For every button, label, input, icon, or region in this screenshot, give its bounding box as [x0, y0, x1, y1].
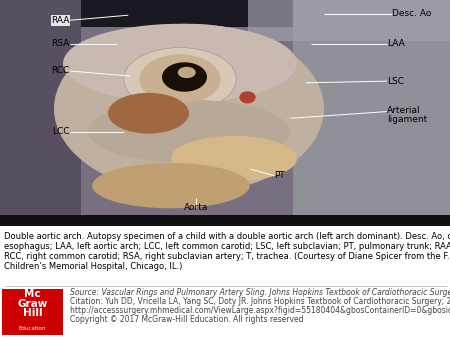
Ellipse shape: [140, 54, 220, 104]
Ellipse shape: [54, 24, 324, 194]
Text: LCC: LCC: [52, 127, 70, 136]
Text: Education: Education: [19, 326, 46, 331]
Text: Copyright © 2017 McGraw-Hill Education. All rights reserved: Copyright © 2017 McGraw-Hill Education. …: [70, 315, 303, 324]
Text: PT: PT: [274, 171, 285, 180]
Text: esophagus; LAA, left aortic arch; LCC, left common carotid; LSC, left subclavian: esophagus; LAA, left aortic arch; LCC, l…: [4, 242, 450, 251]
Bar: [2, 289, 63, 335]
Text: Citation: Yuh DD, Vricella LA, Yang SC, Doty JR. Johns Hopkins Textbook of Cardi: Citation: Yuh DD, Vricella LA, Yang SC, …: [70, 297, 450, 306]
Text: RSA: RSA: [51, 40, 70, 48]
Ellipse shape: [178, 67, 196, 78]
Text: Children’s Memorial Hospital, Chicago, IL.): Children’s Memorial Hospital, Chicago, I…: [4, 262, 183, 271]
Bar: [0, 0, 81, 226]
Bar: [0, 0, 450, 226]
Text: Mc
Graw
Hill: Mc Graw Hill: [18, 289, 48, 318]
Text: Double aortic arch. Autopsy specimen of a child with a double aortic arch (left : Double aortic arch. Autopsy specimen of …: [4, 232, 450, 241]
Text: LAA: LAA: [387, 40, 405, 48]
Bar: [0, 0, 450, 27]
Bar: [248, 0, 450, 41]
Ellipse shape: [124, 48, 236, 111]
Text: RCC: RCC: [51, 67, 70, 75]
Ellipse shape: [92, 163, 250, 208]
Text: RAA: RAA: [51, 16, 70, 25]
Text: Aorta: Aorta: [184, 203, 208, 212]
Ellipse shape: [108, 93, 189, 134]
Ellipse shape: [171, 136, 297, 181]
Circle shape: [239, 91, 256, 103]
Text: Source: Vascular Rings and Pulmonary Artery Sling. Johns Hopkins Textbook of Car: Source: Vascular Rings and Pulmonary Art…: [70, 288, 450, 297]
Text: LSC: LSC: [387, 77, 404, 86]
Ellipse shape: [63, 24, 297, 103]
Bar: [292, 0, 450, 226]
Ellipse shape: [162, 62, 207, 92]
Ellipse shape: [88, 100, 290, 163]
Text: Arterial
ligament: Arterial ligament: [387, 105, 427, 124]
Text: http://accesssurgery.mhmedical.com/ViewLarge.aspx?figid=55180404&gbosContainerID: http://accesssurgery.mhmedical.com/ViewL…: [70, 306, 450, 315]
Text: RCC, right common carotid; RSA, right subclavian artery; T, trachea. (Courtesy o: RCC, right common carotid; RSA, right su…: [4, 252, 450, 261]
Text: Desc. Ao: Desc. Ao: [392, 9, 431, 18]
Bar: [0, 215, 450, 226]
